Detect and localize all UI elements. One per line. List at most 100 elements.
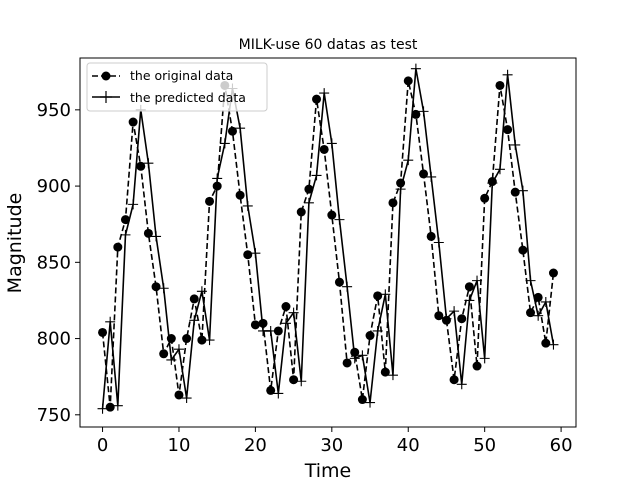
y-tick-label: 850 [37,252,71,273]
original-data-point [289,375,299,385]
original-data-point [419,169,429,179]
predicted-data-point [265,325,276,336]
original-data-point [105,402,115,412]
predicted-data-point [120,229,131,240]
predicted-data-point [303,197,314,208]
predicted-data-point [296,376,307,387]
original-data-point [273,326,283,336]
series-original-line [101,80,555,408]
predicted-data-point [219,138,230,149]
predicted-data-point [548,339,559,350]
original-data-point [143,228,153,238]
original-data-point [365,331,375,341]
legend-label-predicted: the predicted data [130,90,246,105]
series-layer [97,63,559,414]
original-data-point [120,215,130,225]
predicted-data-point [418,106,429,117]
chart-title: MILK-use 60 datas as test [239,37,418,53]
predicted-data-point [494,164,505,175]
legend-box [86,62,268,112]
original-data-point [136,161,146,171]
predicted-data-point [311,170,322,181]
original-data-point [296,207,306,217]
original-data-point [403,76,413,86]
original-data-point [281,302,291,312]
predicted-data-point [464,295,475,306]
original-data-point [159,349,169,359]
x-tick-label: 50 [473,435,496,456]
original-data-point [495,80,505,90]
original-data-point [457,314,467,324]
original-data-point [113,242,123,252]
predicted-data-point [280,318,291,329]
original-data-point [197,335,207,345]
predicted-data-point [365,397,376,408]
predicted-data-point [517,185,528,196]
original-data-point [174,390,184,400]
y-tick-label: 900 [37,176,71,197]
x-tick-label: 30 [320,435,343,456]
original-data-point [472,361,482,371]
predicted-data-point [410,63,421,74]
predicted-data-point [166,354,177,365]
original-data-point [182,334,192,344]
original-data-point [357,395,367,405]
legend-marker-predicted [100,91,112,103]
predicted-data-point [540,296,551,307]
ticks-layer: 0 10 20 30 40 50 60 750 800 850 900 950 [37,100,573,456]
predicted-data-point [502,69,513,80]
predicted-data-point [273,388,284,399]
original-data-point [342,358,352,368]
original-data-point [464,282,474,292]
predicted-data-point [97,403,108,414]
original-data-point [411,109,421,119]
y-tick-label: 750 [37,405,71,426]
original-data-point [449,375,459,385]
predicted-data-point [487,178,498,189]
predicted-data-point [143,158,154,169]
predicted-data-point [151,231,162,242]
predicted-data-point [196,286,207,297]
predicted-data-point [326,138,337,149]
y-tick-label: 800 [37,329,71,350]
predicted-data-point [242,200,253,211]
legend-marker-original [101,71,111,81]
x-tick-label: 0 [97,435,108,456]
series-predicted-line [101,67,555,409]
predicted-data-point [105,316,116,327]
predicted-data-point [433,237,444,248]
predicted-data-point [128,199,139,210]
predicted-data-point [357,350,368,361]
predicted-data-point [525,275,536,286]
original-data-point [548,268,558,278]
x-axis-title: Time [304,460,352,480]
plot-frame [79,57,577,428]
predicted-data-point [158,283,169,294]
predicted-data-point [395,184,406,195]
predicted-data-point [235,123,246,134]
predicted-data-point [204,335,215,346]
predicted-data-point [342,281,353,292]
original-data-point [235,190,245,200]
original-data-point [319,144,329,154]
predicted-data-point [403,155,414,166]
predicted-data-point [456,379,467,390]
original-data-point [327,210,337,220]
original-data-point [518,245,528,255]
predicted-data-point [387,370,398,381]
predicted-data-point [349,353,360,364]
predicted-data-point [250,248,261,259]
legend: the original data the predicted data [86,62,268,112]
original-data-point [510,187,520,197]
original-data-point [128,117,138,127]
legend-label-original: the original data [130,68,233,83]
predicted-data-point [319,88,330,99]
x-tick-label: 10 [168,435,191,456]
original-data-point [205,196,215,206]
predicted-data-point [441,313,452,324]
predicted-data-point [189,315,200,326]
original-data-point [227,126,237,136]
original-data-point [98,327,108,337]
original-data-point [503,125,513,135]
